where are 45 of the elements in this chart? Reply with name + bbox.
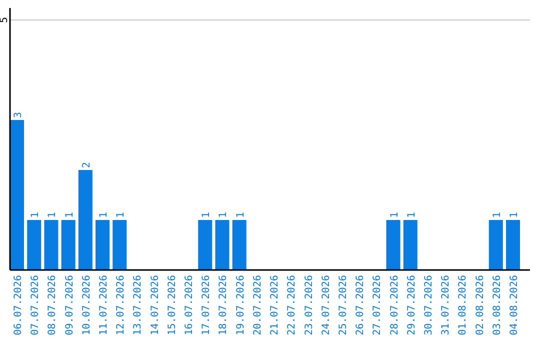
- x-tick-label: 09.07.2026: [64, 275, 76, 336]
- x-tick-label: 11.07.2026: [98, 275, 110, 336]
- x-tick-label: 28.07.2026: [389, 275, 400, 336]
- data-label: 1: [389, 212, 400, 218]
- x-tick-label: 26.07.2026: [355, 275, 366, 336]
- data-label: 2: [81, 162, 92, 168]
- data-label: 1: [30, 212, 42, 218]
- x-tick-label: 25.07.2026: [338, 275, 349, 336]
- x-tick-label: 17.07.2026: [201, 275, 212, 336]
- x-tick-label: 13.07.2026: [132, 275, 144, 336]
- x-tick-label: 03.08.2026: [492, 275, 503, 336]
- x-tick-label: 04.08.2026: [508, 275, 520, 336]
- x-tick-label: 30.07.2026: [423, 275, 434, 336]
- x-tick-label: 06.07.2026: [13, 275, 24, 336]
- x-tick-label: 12.07.2026: [116, 275, 127, 336]
- x-tick-label: 10.07.2026: [81, 275, 92, 336]
- data-label: 1: [116, 212, 127, 218]
- x-tick-label: 16.07.2026: [184, 275, 196, 336]
- x-tick-label: 01.08.2026: [458, 275, 469, 336]
- x-tick-label: 31.07.2026: [440, 275, 452, 336]
- x-tick-label: 19.07.2026: [235, 275, 246, 336]
- data-label: 1: [98, 212, 110, 218]
- x-tick-label: 15.07.2026: [166, 275, 178, 336]
- x-tick-label: 18.07.2026: [218, 275, 230, 336]
- x-tick-label: 02.08.2026: [474, 275, 486, 336]
- x-tick-label: 27.07.2026: [372, 275, 384, 336]
- x-tick-label: 21.07.2026: [270, 275, 281, 336]
- data-label: 1: [218, 212, 230, 218]
- data-label: 1: [406, 212, 418, 218]
- x-tick-label: 08.07.2026: [47, 275, 58, 336]
- y-tick-label: 5: [0, 16, 10, 24]
- x-tick-label: 14.07.2026: [150, 275, 161, 336]
- x-tick-label: 29.07.2026: [406, 275, 418, 336]
- x-tick-label: 07.07.2026: [30, 275, 42, 336]
- x-tick-label: 23.07.2026: [304, 275, 315, 336]
- data-label: 3: [13, 112, 24, 118]
- data-label: 1: [508, 212, 520, 218]
- data-label: 1: [492, 212, 503, 218]
- data-label: 1: [47, 212, 58, 218]
- x-tick-label: 20.07.2026: [252, 275, 264, 336]
- data-label: 1: [201, 212, 212, 218]
- x-tick-label: 22.07.2026: [286, 275, 298, 336]
- data-label: 1: [235, 212, 246, 218]
- data-label: 1: [64, 212, 76, 218]
- x-tick-label: 24.07.2026: [320, 275, 332, 336]
